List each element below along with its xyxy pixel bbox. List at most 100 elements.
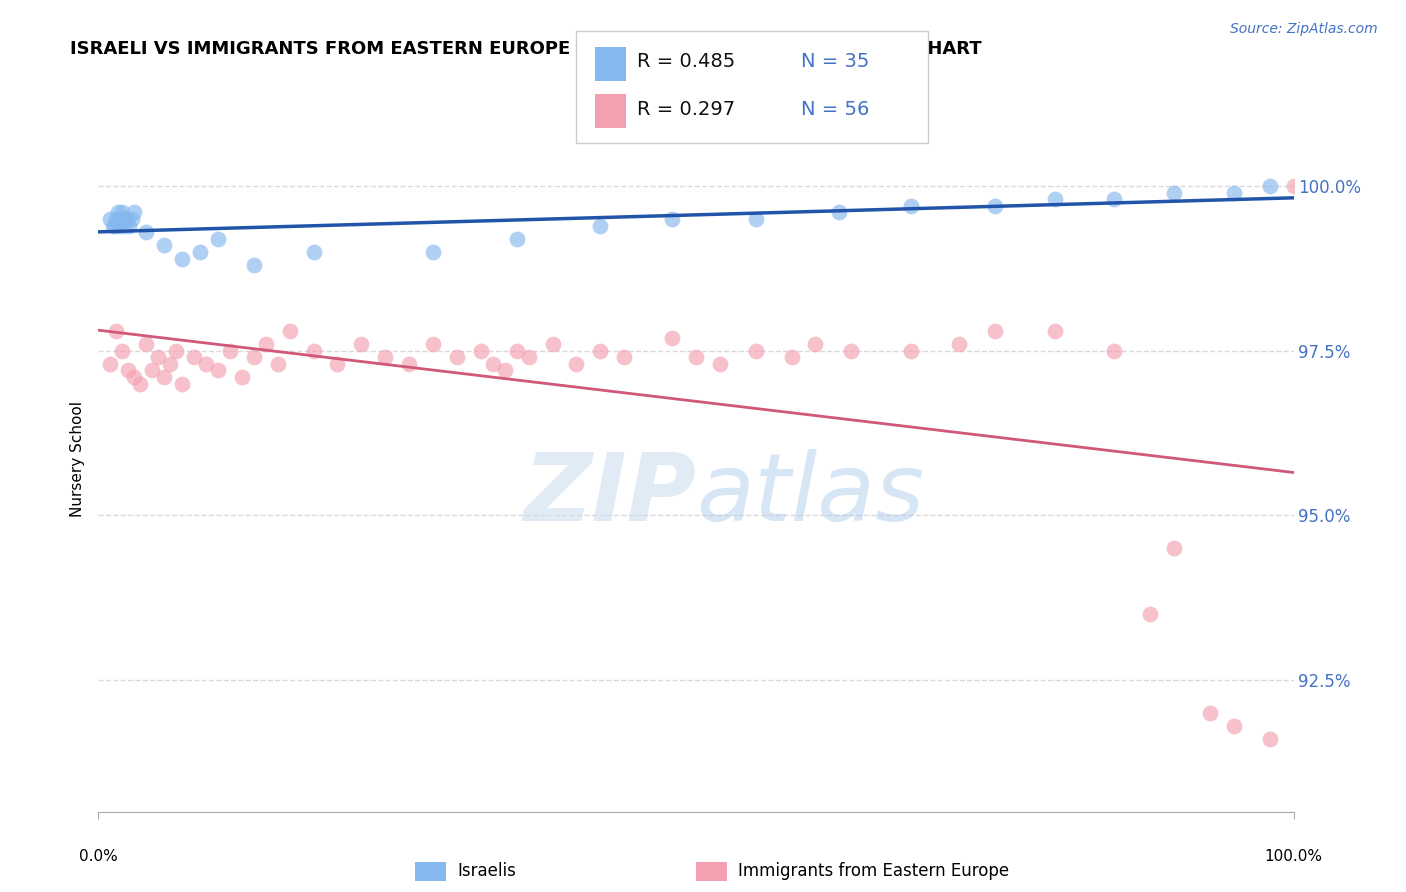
- Point: [112, 219, 135, 233]
- Point: [121, 212, 143, 227]
- Point: [422, 337, 444, 351]
- Point: [107, 219, 129, 233]
- Point: [111, 205, 134, 219]
- Point: [165, 343, 187, 358]
- Point: [267, 357, 290, 371]
- Point: [841, 343, 863, 358]
- Point: [231, 370, 253, 384]
- Point: [172, 252, 194, 266]
- Point: [984, 199, 1007, 213]
- Point: [153, 370, 176, 384]
- Point: [1199, 706, 1222, 720]
- Point: [105, 212, 128, 227]
- Point: [1223, 719, 1246, 733]
- Point: [183, 351, 205, 365]
- Point: [326, 357, 349, 371]
- Text: ZIP: ZIP: [523, 449, 696, 541]
- Point: [207, 232, 229, 246]
- Point: [541, 337, 564, 351]
- Point: [828, 205, 851, 219]
- Point: [153, 238, 176, 252]
- Point: [745, 212, 768, 227]
- Point: [1139, 607, 1161, 622]
- Text: R = 0.485: R = 0.485: [637, 52, 735, 70]
- Point: [745, 343, 768, 358]
- Point: [254, 337, 277, 351]
- Point: [948, 337, 970, 351]
- Y-axis label: Nursery School: Nursery School: [70, 401, 86, 517]
- Point: [278, 324, 301, 338]
- Point: [129, 376, 152, 391]
- Point: [104, 219, 127, 233]
- Point: [118, 219, 141, 233]
- Point: [589, 219, 612, 233]
- Point: [1282, 179, 1305, 194]
- Point: [1163, 541, 1185, 556]
- Point: [422, 244, 444, 259]
- Point: [984, 324, 1007, 338]
- Point: [111, 343, 134, 358]
- Point: [398, 357, 420, 371]
- Point: [900, 343, 922, 358]
- Point: [900, 199, 922, 213]
- Point: [685, 351, 707, 365]
- Text: N = 35: N = 35: [801, 52, 870, 70]
- Point: [188, 244, 211, 259]
- Point: [589, 343, 612, 358]
- Point: [195, 357, 218, 371]
- Text: 100.0%: 100.0%: [1264, 849, 1323, 863]
- Point: [135, 225, 157, 239]
- Point: [117, 363, 139, 377]
- Point: [446, 351, 468, 365]
- Point: [1043, 192, 1066, 206]
- Point: [661, 212, 683, 227]
- Point: [219, 343, 242, 358]
- Point: [661, 330, 683, 344]
- Text: Israelis: Israelis: [457, 863, 516, 880]
- Point: [470, 343, 492, 358]
- Point: [135, 337, 157, 351]
- Text: atlas: atlas: [696, 449, 924, 541]
- Point: [302, 244, 325, 259]
- Text: N = 56: N = 56: [801, 100, 870, 119]
- Point: [482, 357, 505, 371]
- Point: [1104, 192, 1126, 206]
- Point: [1258, 732, 1281, 747]
- Point: [159, 357, 181, 371]
- Text: 0.0%: 0.0%: [79, 849, 118, 863]
- Point: [565, 357, 588, 371]
- Point: [114, 212, 136, 227]
- Point: [107, 205, 129, 219]
- Point: [709, 357, 731, 371]
- Point: [148, 351, 170, 365]
- Point: [804, 337, 827, 351]
- Point: [1043, 324, 1066, 338]
- Point: [207, 363, 229, 377]
- Point: [1163, 186, 1185, 200]
- Text: R = 0.297: R = 0.297: [637, 100, 735, 119]
- Point: [124, 205, 146, 219]
- Point: [517, 351, 540, 365]
- Point: [1258, 179, 1281, 194]
- Text: Source: ZipAtlas.com: Source: ZipAtlas.com: [1230, 22, 1378, 37]
- Point: [98, 357, 122, 371]
- Point: [350, 337, 373, 351]
- Point: [302, 343, 325, 358]
- Point: [780, 351, 803, 365]
- Point: [101, 219, 124, 233]
- Point: [506, 232, 529, 246]
- Point: [1104, 343, 1126, 358]
- Point: [115, 212, 138, 227]
- Point: [243, 258, 266, 272]
- Point: [108, 212, 131, 227]
- Point: [494, 363, 516, 377]
- Point: [243, 351, 266, 365]
- Point: [141, 363, 163, 377]
- Point: [172, 376, 194, 391]
- Text: ISRAELI VS IMMIGRANTS FROM EASTERN EUROPE NURSERY SCHOOL CORRELATION CHART: ISRAELI VS IMMIGRANTS FROM EASTERN EUROP…: [70, 40, 981, 58]
- Text: Immigrants from Eastern Europe: Immigrants from Eastern Europe: [738, 863, 1010, 880]
- Point: [1223, 186, 1246, 200]
- Point: [110, 212, 132, 227]
- Point: [98, 212, 122, 227]
- Point: [506, 343, 529, 358]
